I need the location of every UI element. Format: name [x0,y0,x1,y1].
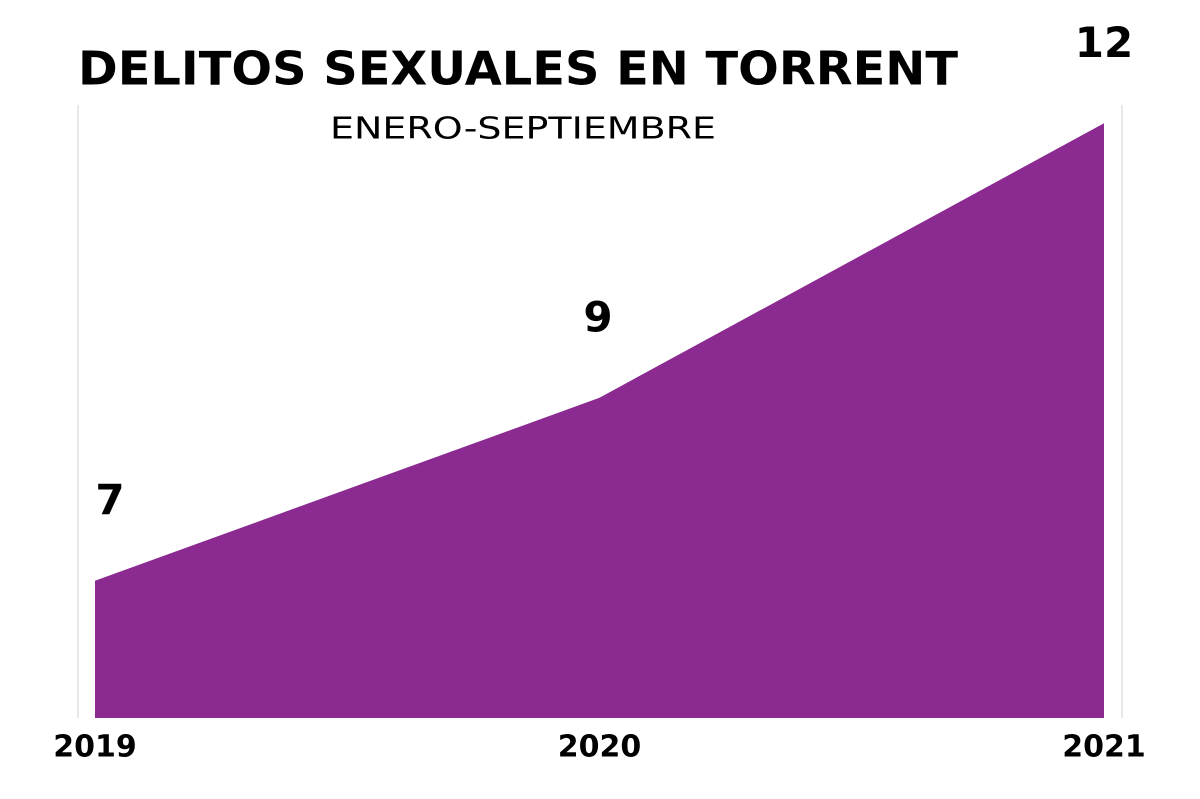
value-label: 7 [95,475,124,524]
x-tick-label: 2019 [53,730,137,765]
value-label: 12 [1075,18,1133,67]
chart-title: DELITOS SEXUALES EN TORRENT [78,42,959,96]
chart-subtitle: ENERO-SEPTIEMBRE [330,112,716,147]
x-tick-label: 2021 [1062,730,1146,765]
x-tick-label: 2020 [558,730,642,765]
area [95,123,1104,718]
value-label: 9 [583,292,612,341]
